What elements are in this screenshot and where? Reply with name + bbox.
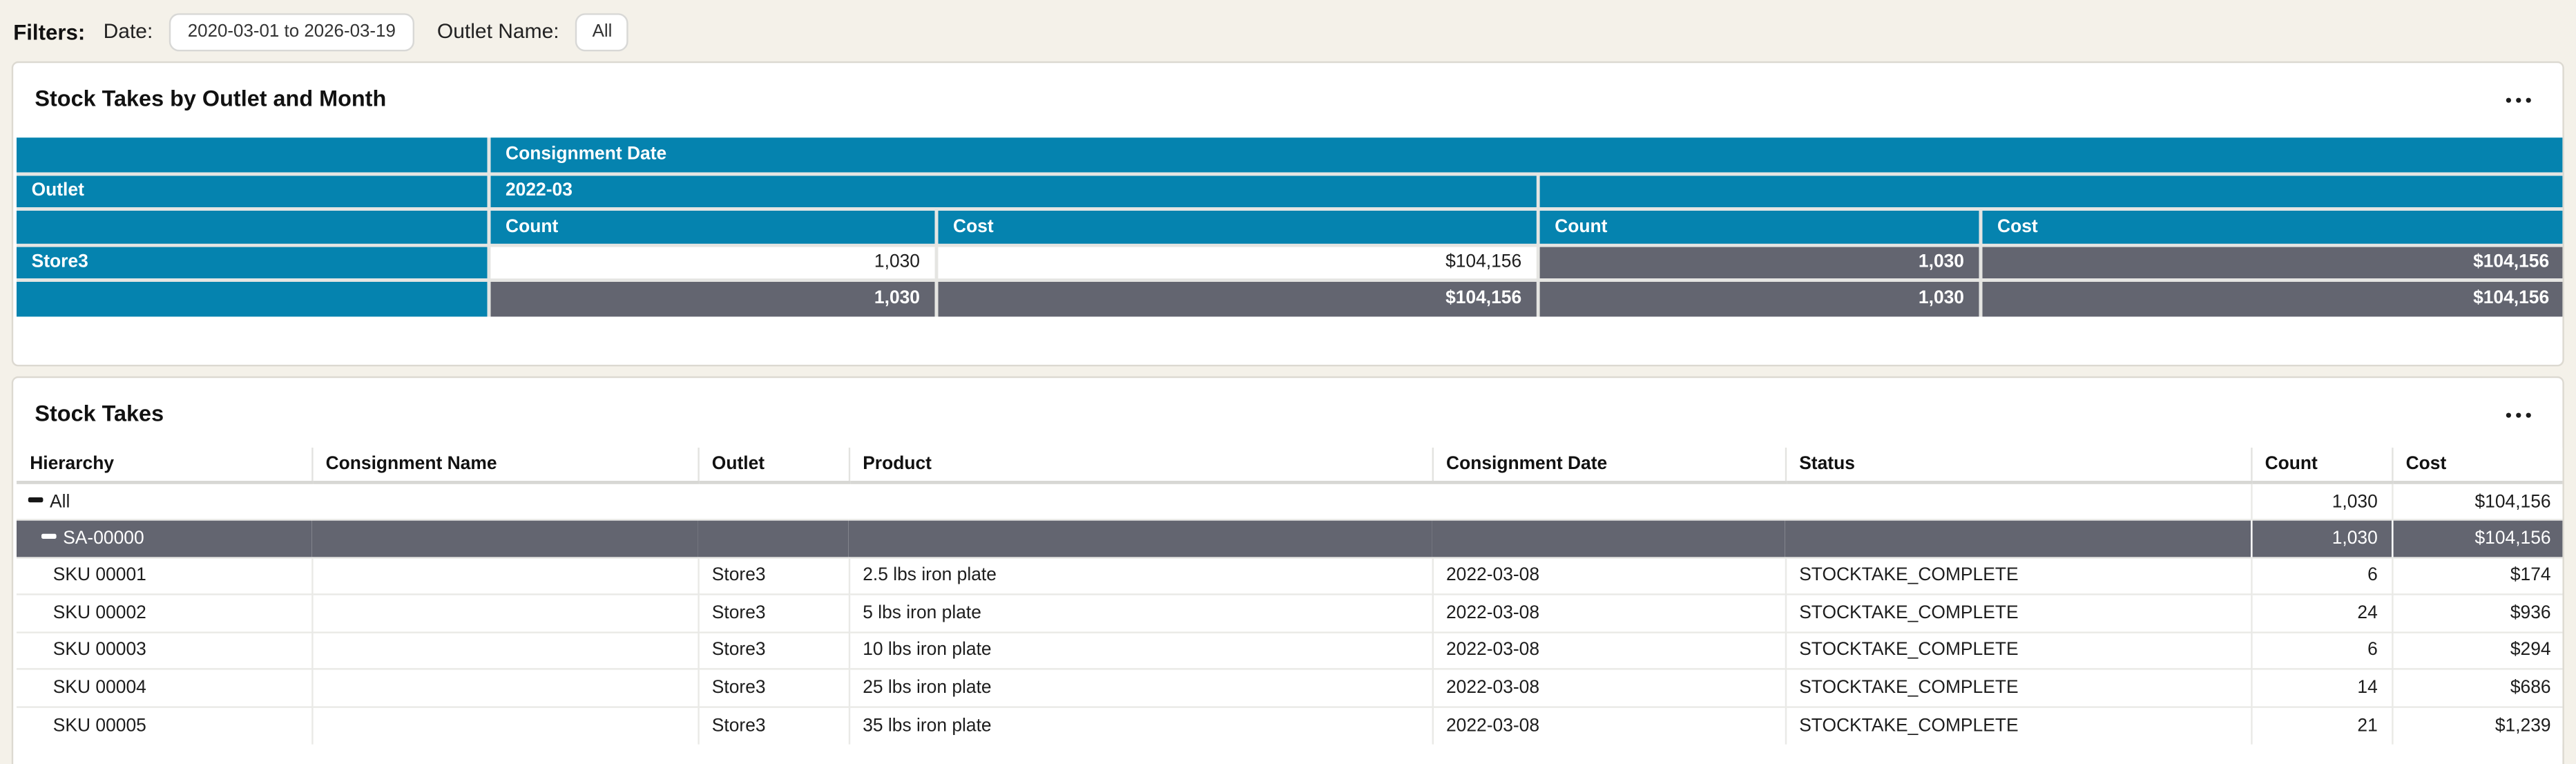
collapse-icon[interactable] (28, 497, 44, 503)
cost-value: $1,239 (2391, 706, 2563, 745)
col-header-product: Product (847, 446, 1433, 484)
date-filter[interactable]: 2020-03-01 to 2026-03-19 (169, 12, 414, 51)
pivot-total-count-header: Count (1536, 207, 1983, 247)
ellipsis-menu-icon[interactable] (2503, 409, 2535, 421)
count-value: 14 (2250, 669, 2393, 707)
filters-title: Filters: (13, 19, 86, 44)
col-header-consignment-date: Consignment Date (1431, 446, 1787, 484)
detail-table: Hierarchy Consignment Name Outlet Produc… (15, 446, 2563, 745)
pivot-row-dim-header: Outlet (15, 171, 491, 211)
pivot-corner-cell (15, 135, 491, 175)
cost-value: $294 (2391, 631, 2563, 670)
count-value: 6 (2250, 631, 2393, 670)
cost-value: $104,156 (2391, 519, 2563, 558)
outlet-filter-label: Outlet Name: (436, 19, 559, 44)
pivot-colgroup-header: Consignment Date (487, 135, 2563, 175)
pivot-panel-header: Stock Takes by Outlet and Month (17, 63, 2559, 111)
pivot-total-row-label (15, 278, 491, 318)
pivot-total-month-count: 1,030 (487, 278, 939, 318)
pivot-row-label: Store3 (15, 242, 491, 282)
pivot-row-total-cost: $104,156 (1979, 242, 2563, 282)
ellipsis-menu-icon[interactable] (2503, 94, 2535, 106)
col-header-outlet: Outlet (697, 446, 850, 484)
col-header-status: Status (1784, 446, 2252, 484)
pivot-grand-total-row: 1,030 $104,156 1,030 $104,156 (15, 278, 2563, 318)
table-row-all: All 1,030 $104,156 (17, 482, 2563, 521)
detail-panel-header: Stock Takes (17, 378, 2559, 426)
pivot-total-month-cost: $104,156 (934, 278, 1540, 318)
hierarchy-label: All (50, 491, 70, 512)
cost-value: $936 (2391, 594, 2563, 633)
date-filter-label: Date: (103, 19, 153, 44)
collapse-icon[interactable] (41, 534, 57, 539)
count-value: 24 (2250, 594, 2393, 633)
hierarchy-label: SA-00000 (63, 528, 144, 548)
outlet-filter-value: All (592, 21, 613, 42)
pivot-panel: Stock Takes by Outlet and Month Consignm… (11, 61, 2565, 367)
pivot-month-header: 2022-03 (487, 171, 1540, 211)
col-header-cost: Cost (2391, 446, 2563, 484)
pivot-row-total-count: 1,030 (1536, 242, 1983, 282)
pivot-cost-header: Cost (934, 207, 1540, 247)
cost-value: $686 (2391, 669, 2563, 707)
table-row-sku-00001: SKU 00001 Store3 2.5 lbs iron plate 2022… (15, 557, 2563, 595)
detail-header-row: Hierarchy Consignment Name Outlet Produc… (15, 446, 2563, 484)
count-value: 21 (2250, 706, 2393, 745)
count-value: 1,030 (2250, 482, 2392, 521)
table-row-sku-00005: SKU 00005 Store3 35 lbs iron plate 2022-… (15, 706, 2563, 745)
col-header-hierarchy: Hierarchy (15, 446, 313, 484)
hierarchy-label: SKU 00003 (15, 631, 313, 670)
filters-bar: Filters: Date: 2020-03-01 to 2026-03-19 … (0, 3, 2576, 60)
table-row-sku-00002: SKU 00002 Store3 5 lbs iron plate 2022-0… (15, 594, 2563, 633)
cost-value: $174 (2391, 557, 2563, 595)
pivot-panel-title: Stock Takes by Outlet and Month (35, 86, 387, 111)
detail-panel-title: Stock Takes (35, 401, 164, 426)
outlet-filter[interactable]: All (575, 12, 629, 51)
pivot-total-cost-header: Cost (1979, 207, 2563, 247)
pivot-table: Consignment Date Outlet 2022-03 Count Co… (15, 135, 2563, 318)
pivot-data-row: Store3 1,030 $104,156 1,030 $104,156 (15, 242, 2563, 282)
pivot-empty-header (15, 207, 491, 247)
table-row-sku-00003: SKU 00003 Store3 10 lbs iron plate 2022-… (15, 631, 2563, 670)
pivot-count-header: Count (487, 207, 939, 247)
hierarchy-label: SKU 00004 (15, 669, 313, 707)
table-row-sa-00000: SA-00000 1,030 $104,156 (17, 519, 2563, 558)
pivot-grand-total-cost: $104,156 (1979, 278, 2563, 318)
hierarchy-label: SKU 00001 (15, 557, 313, 595)
hierarchy-label: SKU 00002 (15, 594, 313, 633)
col-header-count: Count (2250, 446, 2393, 484)
pivot-grand-total-count: 1,030 (1536, 278, 1983, 318)
table-row-sku-00004: SKU 00004 Store3 25 lbs iron plate 2022-… (15, 669, 2563, 707)
cost-value: $104,156 (2391, 482, 2563, 521)
date-filter-value: 2020-03-01 to 2026-03-19 (187, 21, 396, 42)
pivot-month-count-value: 1,030 (487, 242, 939, 282)
count-value: 6 (2250, 557, 2393, 595)
detail-panel: Stock Takes Hierarchy Consignment Name O… (11, 376, 2565, 764)
pivot-measures-row: Count Cost Count Cost (15, 207, 2563, 247)
col-header-consignment-name: Consignment Name (311, 446, 699, 484)
hierarchy-label: SKU 00005 (15, 706, 313, 745)
pivot-month-row: Outlet 2022-03 (15, 171, 2563, 211)
pivot-total-group-header (1536, 171, 2563, 211)
count-value: 1,030 (2250, 519, 2392, 558)
pivot-colgroup-row: Consignment Date (15, 135, 2563, 175)
pivot-month-cost-value: $104,156 (934, 242, 1540, 282)
